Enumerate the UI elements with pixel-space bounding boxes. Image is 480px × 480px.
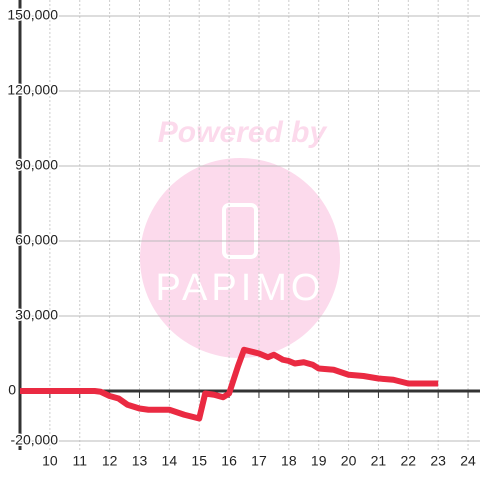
y-tick-label: 60,000 (15, 232, 58, 248)
y-tick-label: 0 (8, 382, 16, 398)
x-tick-label: 14 (162, 453, 178, 469)
x-tick-label: 23 (430, 453, 446, 469)
x-tick-label: 13 (132, 453, 148, 469)
x-tick-label: 21 (371, 453, 387, 469)
y-tick-label: 150,000 (7, 7, 58, 23)
x-tick-label: 16 (221, 453, 237, 469)
y-tick-label: 120,000 (7, 82, 58, 98)
x-tick-label: 22 (401, 453, 417, 469)
x-tick-label: 11 (72, 453, 87, 469)
y-tick-label: -20,000 (11, 432, 59, 448)
watermark: Powered by PAPIMO (140, 116, 340, 358)
x-tick-label: 24 (460, 453, 476, 469)
x-tick-label: 12 (102, 453, 118, 469)
watermark-text: Powered by (158, 116, 328, 149)
x-tick-label: 20 (341, 453, 357, 469)
watermark-icon (222, 203, 258, 259)
series-line (20, 346, 439, 422)
x-tick-label: 15 (191, 453, 207, 469)
x-tick-label: 17 (251, 453, 267, 469)
y-tick-label: 90,000 (15, 157, 58, 173)
y-tick-label: 30,000 (15, 307, 58, 323)
x-tick-label: 18 (281, 453, 297, 469)
x-tick-label: 19 (311, 453, 327, 469)
x-tick-label: 10 (42, 453, 58, 469)
watermark-logo: PAPIMO (156, 267, 325, 309)
